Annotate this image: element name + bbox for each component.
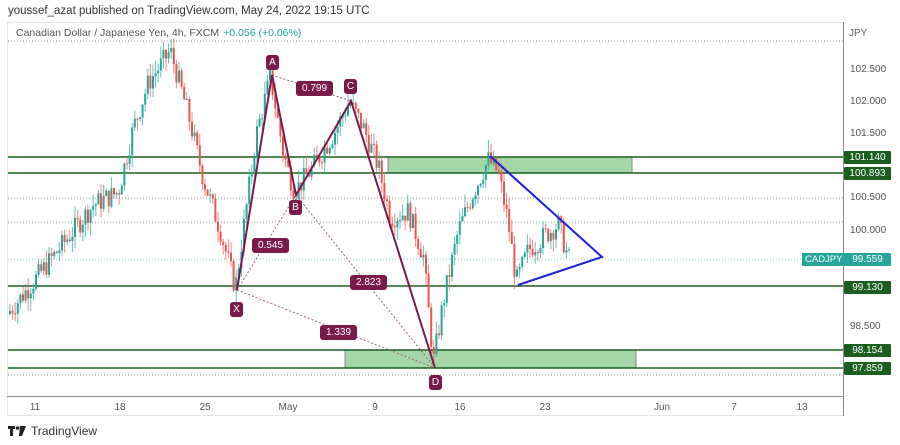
symbol-badge: CADJPY [802, 253, 846, 266]
time-tick: 18 [114, 402, 126, 413]
support-resistance-lines [8, 156, 843, 369]
time-tick: 25 [199, 402, 211, 413]
current-price-label: 99.559 [844, 253, 891, 266]
demand-zone [344, 349, 637, 369]
time-tick: 23 [539, 402, 551, 413]
price-tick: 98.500 [850, 321, 881, 332]
time-tick: 11 [29, 402, 41, 413]
price-tick: 100.500 [850, 192, 887, 203]
ratio-xab: 0.545 [252, 238, 290, 253]
level-label-99130: 99.130 [844, 281, 891, 294]
price-tick: 101.500 [850, 128, 887, 139]
tradingview-logo-icon [8, 426, 26, 436]
level-label-97859: 97.859 [844, 362, 891, 375]
ratio-xad: 1.339 [320, 325, 358, 340]
chart-title: Canadian Dollar / Japanese Yen, 4h, FXCM… [16, 27, 302, 39]
brand-name: TradingView [31, 424, 98, 438]
supply-zone [387, 156, 633, 174]
currency-label: JPY [849, 28, 868, 39]
publish-info: youssef_azat published on TradingView.co… [8, 5, 370, 17]
tradingview-branding[interactable]: TradingView [8, 424, 97, 438]
price-tick: 102.000 [850, 96, 887, 107]
ratio-abc: 0.799 [296, 81, 334, 96]
price-tick: 102.500 [850, 64, 887, 75]
point-b-label: B [289, 200, 302, 215]
time-tick: 9 [372, 402, 378, 413]
time-tick: 16 [454, 402, 466, 413]
time-tick: 13 [796, 402, 808, 413]
ratio-bcd: 2.823 [350, 275, 388, 290]
point-a-label: A [266, 55, 279, 70]
time-tick: Jun [653, 402, 671, 413]
time-axis[interactable] [7, 396, 844, 416]
point-d-label: D [429, 375, 442, 390]
level-label-98154: 98.154 [844, 344, 891, 357]
point-c-label: C [344, 79, 357, 94]
grid-lines [8, 40, 843, 376]
price-tick: 100.000 [850, 225, 887, 236]
level-label-100893: 100.893 [844, 167, 891, 180]
price-change: +0.056 (+0.06%) [223, 27, 302, 39]
point-x-label: X [230, 302, 243, 317]
price-axis[interactable] [843, 22, 900, 416]
harmonic-pattern [236, 74, 436, 369]
symbol-description: Canadian Dollar / Japanese Yen, 4h, FXCM [16, 27, 220, 39]
triangle-pattern [489, 155, 604, 286]
time-tick: 7 [731, 402, 737, 413]
time-tick: May [278, 402, 298, 413]
level-label-101140: 101.140 [844, 151, 891, 164]
